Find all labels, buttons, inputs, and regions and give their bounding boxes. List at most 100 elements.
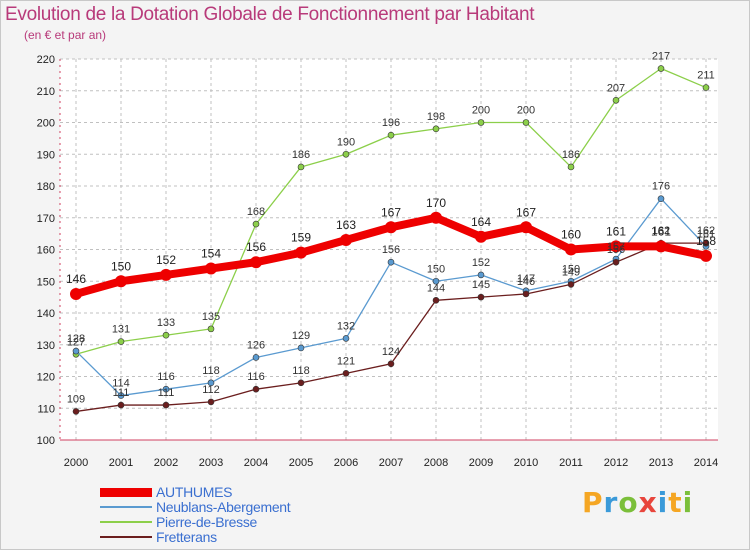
data-label: 126	[247, 339, 265, 351]
data-point	[567, 163, 575, 171]
data-point	[565, 243, 577, 256]
data-label: 207	[607, 82, 625, 94]
data-point	[297, 344, 305, 352]
legend-label: Fretterans	[156, 529, 217, 545]
y-tick-label: 170	[37, 213, 55, 225]
data-label: 200	[517, 105, 535, 117]
data-point	[72, 347, 80, 355]
data-label: 150	[427, 263, 445, 275]
data-point	[387, 360, 395, 368]
data-point	[430, 211, 442, 224]
data-label: 124	[382, 346, 400, 358]
data-point	[72, 408, 80, 415]
y-tick-label: 110	[37, 403, 55, 415]
x-tick-label: 2014	[694, 457, 718, 469]
logo-letter: P	[582, 486, 604, 519]
data-label: 146	[66, 272, 86, 286]
proxiti-logo: Proxiti	[582, 486, 693, 519]
x-tick-label: 2008	[424, 457, 448, 469]
data-label: 160	[561, 228, 581, 242]
chart-title: Evolution de la Dotation Globale de Fonc…	[5, 4, 535, 25]
data-point	[387, 131, 395, 139]
legend-label: AUTHUMES	[156, 484, 233, 500]
data-point	[477, 293, 485, 301]
data-point	[160, 268, 172, 281]
y-tick-label: 100	[37, 435, 55, 447]
y-tick-label: 140	[37, 308, 55, 320]
x-tick-label: 2006	[334, 457, 358, 469]
series-authumes	[70, 211, 712, 300]
data-label: 121	[337, 355, 355, 367]
data-point	[207, 398, 215, 406]
data-label: 186	[562, 149, 580, 161]
data-label: 128	[67, 333, 85, 345]
data-point	[567, 281, 575, 288]
data-label: 170	[426, 196, 446, 210]
y-tick-label: 180	[37, 181, 55, 193]
series-pierre-de-bresse	[72, 65, 710, 358]
data-point	[252, 220, 260, 228]
data-point	[655, 240, 667, 253]
data-label: 167	[381, 205, 401, 219]
data-point	[70, 287, 82, 300]
data-point	[387, 258, 395, 266]
data-point	[340, 233, 352, 246]
data-label: 198	[427, 111, 445, 123]
data-label: 112	[202, 384, 220, 396]
data-point	[295, 246, 307, 259]
data-label: 190	[337, 136, 355, 148]
data-label: 164	[471, 215, 491, 229]
data-point	[612, 96, 620, 104]
x-tick-label: 2009	[469, 457, 493, 469]
data-label: 186	[292, 149, 310, 161]
logo-letter: t	[668, 486, 683, 519]
y-tick-label: 150	[37, 276, 55, 288]
data-label: 211	[697, 70, 715, 82]
x-tick-label: 2002	[154, 457, 178, 469]
data-label: 150	[111, 259, 131, 273]
data-label: 129	[292, 330, 310, 342]
y-tick-label: 220	[37, 54, 55, 66]
data-label: 152	[472, 257, 490, 269]
data-label: 152	[156, 253, 176, 267]
data-point	[342, 370, 350, 377]
x-tick-label: 2001	[109, 457, 133, 469]
data-point	[432, 296, 440, 304]
x-tick-label: 2012	[604, 457, 628, 469]
data-point	[432, 125, 440, 133]
data-label: 145	[472, 279, 490, 291]
y-tick-label: 120	[37, 372, 55, 384]
y-tick-label: 190	[37, 149, 55, 161]
data-label: 156	[246, 240, 266, 254]
data-point	[522, 119, 530, 126]
data-label: 161	[651, 224, 671, 238]
data-label: 161	[606, 224, 626, 238]
data-point	[702, 239, 710, 247]
legend-label: Neublans-Abergement	[156, 499, 291, 515]
data-label: 217	[652, 51, 670, 63]
data-point	[207, 379, 215, 387]
data-label: 111	[113, 387, 130, 399]
data-label: 200	[472, 105, 490, 117]
data-label: 114	[112, 378, 130, 390]
data-label: 111	[158, 387, 175, 399]
data-label: 116	[157, 371, 175, 383]
data-label: 150	[562, 263, 580, 275]
data-point	[477, 119, 485, 126]
data-label: 158	[696, 234, 716, 248]
legend-swatch	[100, 488, 152, 497]
data-label: 161	[697, 228, 715, 240]
data-label: 162	[652, 225, 670, 237]
x-tick-label: 2013	[649, 457, 673, 469]
y-tick-label: 200	[37, 118, 55, 130]
logo-letter: o	[618, 486, 639, 519]
data-point	[477, 271, 485, 279]
data-label: 168	[247, 206, 265, 218]
data-point	[610, 240, 622, 253]
y-tick-label: 160	[37, 245, 55, 257]
data-label: 131	[112, 324, 130, 336]
data-label: 196	[382, 117, 400, 129]
data-point	[342, 150, 350, 158]
x-tick-label: 2004	[244, 457, 268, 469]
